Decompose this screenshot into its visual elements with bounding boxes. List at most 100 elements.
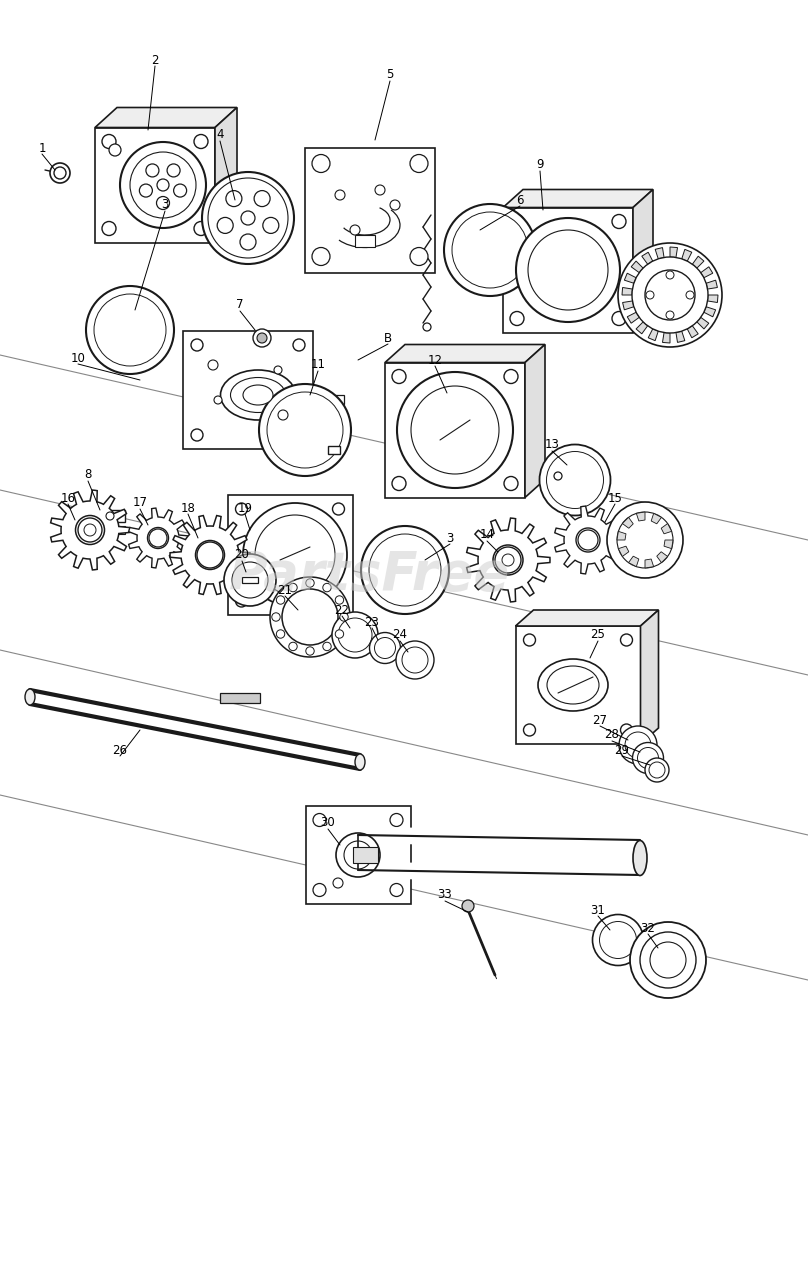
Text: 25: 25	[591, 628, 605, 641]
Bar	[95, 526, 125, 534]
Circle shape	[257, 333, 267, 343]
Circle shape	[392, 476, 406, 490]
Circle shape	[554, 472, 562, 480]
Circle shape	[410, 247, 428, 265]
Circle shape	[333, 503, 344, 515]
Polygon shape	[633, 189, 653, 333]
Polygon shape	[655, 247, 664, 259]
Circle shape	[516, 218, 620, 323]
Text: B: B	[384, 332, 392, 344]
Circle shape	[649, 762, 665, 778]
Circle shape	[148, 527, 169, 549]
Circle shape	[630, 922, 706, 998]
Polygon shape	[516, 611, 659, 626]
Circle shape	[254, 191, 270, 206]
Circle shape	[592, 914, 643, 965]
Text: 9: 9	[537, 159, 544, 172]
Polygon shape	[128, 508, 188, 568]
Circle shape	[645, 270, 695, 320]
Circle shape	[109, 143, 121, 156]
Circle shape	[546, 452, 604, 508]
Circle shape	[323, 584, 331, 591]
Circle shape	[392, 370, 406, 384]
Circle shape	[174, 184, 187, 197]
Circle shape	[540, 444, 611, 516]
Polygon shape	[503, 189, 653, 207]
Polygon shape	[555, 506, 622, 573]
Circle shape	[576, 527, 600, 552]
Polygon shape	[525, 344, 545, 498]
Circle shape	[510, 215, 524, 229]
Circle shape	[666, 311, 674, 319]
Polygon shape	[623, 301, 633, 310]
Circle shape	[333, 878, 343, 888]
Circle shape	[369, 632, 401, 663]
Polygon shape	[618, 547, 629, 557]
Circle shape	[397, 372, 513, 488]
Circle shape	[235, 503, 247, 515]
Circle shape	[493, 545, 523, 575]
Polygon shape	[682, 250, 692, 261]
Circle shape	[462, 900, 474, 911]
Bar	[95, 509, 125, 522]
Text: 20: 20	[234, 549, 250, 562]
Circle shape	[619, 726, 657, 764]
Circle shape	[340, 613, 348, 621]
Text: 28: 28	[604, 728, 620, 741]
Text: 12: 12	[427, 353, 443, 366]
Polygon shape	[51, 490, 130, 570]
Circle shape	[274, 366, 282, 374]
Circle shape	[423, 323, 431, 332]
Circle shape	[396, 641, 434, 678]
Ellipse shape	[355, 754, 365, 771]
Polygon shape	[467, 518, 550, 602]
Polygon shape	[636, 321, 648, 334]
Polygon shape	[95, 108, 237, 128]
Polygon shape	[625, 273, 636, 283]
Text: 24: 24	[393, 628, 407, 641]
Text: 31: 31	[591, 904, 605, 916]
Ellipse shape	[230, 378, 285, 412]
Text: 1: 1	[38, 142, 46, 155]
Polygon shape	[642, 252, 653, 264]
Circle shape	[444, 204, 536, 296]
Circle shape	[686, 291, 694, 300]
Circle shape	[276, 630, 284, 639]
Circle shape	[600, 922, 637, 959]
Circle shape	[612, 215, 626, 229]
Circle shape	[335, 630, 343, 639]
Circle shape	[202, 172, 294, 264]
Circle shape	[120, 142, 206, 228]
Polygon shape	[183, 332, 313, 449]
Circle shape	[102, 134, 116, 148]
Circle shape	[235, 595, 247, 607]
Circle shape	[390, 814, 403, 827]
Text: 23: 23	[364, 616, 380, 628]
Text: 27: 27	[592, 713, 608, 727]
Polygon shape	[215, 108, 237, 242]
Polygon shape	[629, 557, 639, 567]
Ellipse shape	[633, 841, 647, 876]
Circle shape	[106, 512, 114, 520]
Bar	[220, 692, 260, 703]
Text: 33: 33	[438, 888, 452, 901]
Circle shape	[263, 218, 279, 233]
Circle shape	[282, 589, 338, 645]
Polygon shape	[228, 495, 352, 614]
Polygon shape	[704, 307, 716, 316]
Text: 32: 32	[641, 922, 655, 934]
Text: 3: 3	[162, 198, 169, 211]
Bar	[353, 847, 378, 863]
Circle shape	[361, 526, 449, 614]
Text: 7: 7	[236, 298, 244, 311]
Polygon shape	[663, 333, 670, 343]
Polygon shape	[688, 325, 698, 338]
Circle shape	[78, 518, 102, 541]
Polygon shape	[708, 294, 718, 302]
Circle shape	[621, 724, 633, 736]
Polygon shape	[385, 362, 525, 498]
Polygon shape	[95, 128, 215, 242]
Circle shape	[344, 841, 372, 869]
Circle shape	[191, 429, 203, 442]
Circle shape	[197, 541, 223, 568]
